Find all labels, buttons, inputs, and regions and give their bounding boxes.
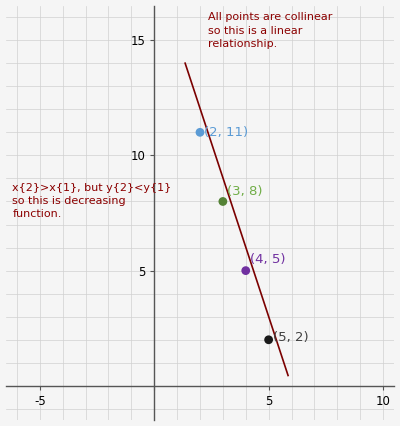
Point <box>266 337 272 343</box>
Text: All points are collinear
so this is a linear
relationship.: All points are collinear so this is a li… <box>208 12 332 49</box>
Point <box>220 198 226 205</box>
Text: x{2}>x{1}, but y{2}<y{1}
so this is decreasing
function.: x{2}>x{1}, but y{2}<y{1} so this is decr… <box>12 183 172 219</box>
Text: (5, 2): (5, 2) <box>273 331 309 344</box>
Text: (2, 11): (2, 11) <box>204 126 248 139</box>
Point <box>242 267 249 274</box>
Text: (4, 5): (4, 5) <box>250 253 285 265</box>
Text: (3, 8): (3, 8) <box>227 184 262 198</box>
Point <box>197 129 203 136</box>
